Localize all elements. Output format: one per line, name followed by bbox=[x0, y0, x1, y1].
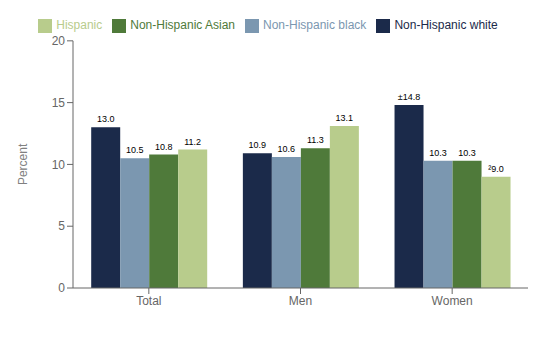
svg-text:±14.8: ±14.8 bbox=[398, 92, 420, 102]
svg-text:Total: Total bbox=[136, 294, 161, 308]
svg-text:11.2: 11.2 bbox=[184, 137, 201, 147]
svg-text:0: 0 bbox=[58, 281, 65, 295]
svg-text:Percent: Percent bbox=[16, 143, 30, 185]
svg-text:Men: Men bbox=[289, 294, 312, 308]
svg-text:11.3: 11.3 bbox=[307, 135, 324, 145]
html-text:Non-Hispanic Asian: Non-Hispanic Asian bbox=[130, 18, 235, 32]
html-text:Non-Hispanic white: Non-Hispanic white bbox=[394, 18, 498, 32]
svg-text:13.0: 13.0 bbox=[97, 114, 115, 124]
svg-text:10: 10 bbox=[52, 158, 66, 172]
svg-text:10.5: 10.5 bbox=[126, 145, 144, 155]
html-text:Non-Hispanic black: Non-Hispanic black bbox=[263, 18, 367, 32]
svg-text:5: 5 bbox=[58, 219, 65, 233]
svg-text:10.9: 10.9 bbox=[249, 140, 267, 150]
svg-text:10.6: 10.6 bbox=[278, 144, 296, 154]
svg-text:10.3: 10.3 bbox=[458, 148, 476, 158]
svg-text:10.3: 10.3 bbox=[429, 148, 447, 158]
svg-text:20: 20 bbox=[52, 34, 66, 48]
svg-text:Women: Women bbox=[432, 294, 473, 308]
svg-text:15: 15 bbox=[52, 96, 66, 110]
svg-text:²9.0: ²9.0 bbox=[488, 164, 504, 174]
svg-text:10.8: 10.8 bbox=[155, 142, 173, 152]
html-text:Hispanic: Hispanic bbox=[56, 18, 103, 32]
svg-text:13.1: 13.1 bbox=[336, 113, 354, 123]
